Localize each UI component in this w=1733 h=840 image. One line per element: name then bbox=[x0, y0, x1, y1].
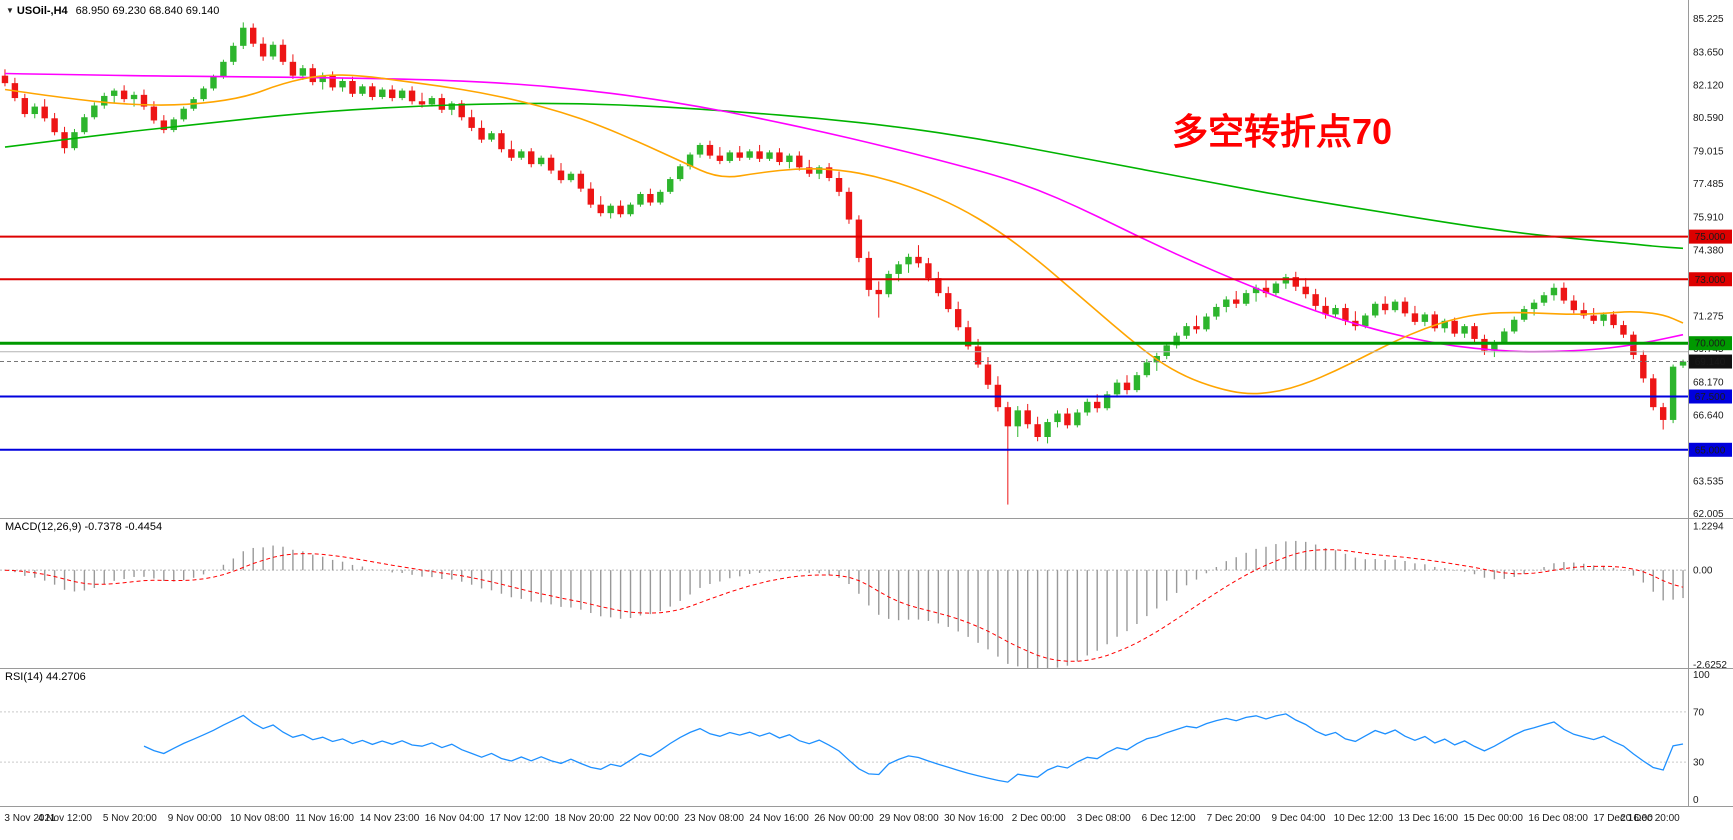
rsi-line bbox=[143, 713, 1684, 783]
svg-text:15 Dec 00:00: 15 Dec 00:00 bbox=[1463, 813, 1523, 824]
svg-text:18 Nov 20:00: 18 Nov 20:00 bbox=[555, 813, 615, 824]
svg-text:80.590: 80.590 bbox=[1693, 113, 1724, 124]
svg-text:14 Nov 23:00: 14 Nov 23:00 bbox=[360, 813, 420, 824]
symbol-ohlc-header: ▼ USOil-,H4 68.950 69.230 68.840 69.140 bbox=[6, 5, 219, 17]
svg-text:70: 70 bbox=[1693, 707, 1705, 718]
svg-text:67.500: 67.500 bbox=[1695, 392, 1726, 403]
svg-text:3 Nov 2021: 3 Nov 2021 bbox=[4, 813, 56, 824]
svg-text:-2.6252: -2.6252 bbox=[1693, 660, 1727, 671]
svg-text:66.640: 66.640 bbox=[1693, 410, 1724, 421]
svg-text:16 Dec 08:00: 16 Dec 08:00 bbox=[1528, 813, 1588, 824]
svg-text:7 Dec 20:00: 7 Dec 20:00 bbox=[1207, 813, 1261, 824]
svg-text:20 Dec 20:00: 20 Dec 20:00 bbox=[1620, 813, 1680, 824]
svg-text:29 Nov 08:00: 29 Nov 08:00 bbox=[879, 813, 939, 824]
svg-text:30: 30 bbox=[1693, 758, 1705, 769]
svg-text:2 Dec 00:00: 2 Dec 00:00 bbox=[1012, 813, 1066, 824]
svg-text:24 Nov 16:00: 24 Nov 16:00 bbox=[749, 813, 809, 824]
svg-text:0.00: 0.00 bbox=[1693, 566, 1713, 577]
svg-text:13 Dec 16:00: 13 Dec 16:00 bbox=[1399, 813, 1459, 824]
svg-text:100: 100 bbox=[1693, 670, 1710, 681]
svg-text:63.535: 63.535 bbox=[1693, 477, 1724, 488]
annotation-text: 多空转折点70 bbox=[1172, 111, 1393, 152]
slow-ma-line bbox=[4, 102, 1684, 250]
svg-text:75.910: 75.910 bbox=[1693, 213, 1724, 224]
svg-text:16 Nov 04:00: 16 Nov 04:00 bbox=[425, 813, 485, 824]
svg-text:85.225: 85.225 bbox=[1693, 14, 1724, 25]
symbol-period-label: USOil-,H4 bbox=[16, 5, 68, 17]
svg-text:68.170: 68.170 bbox=[1693, 378, 1724, 389]
svg-text:62.005: 62.005 bbox=[1693, 509, 1724, 520]
svg-text:83.650: 83.650 bbox=[1693, 48, 1724, 59]
svg-text:69.140: 69.140 bbox=[1695, 357, 1726, 368]
svg-text:1.2294: 1.2294 bbox=[1693, 521, 1724, 532]
symbol-dropdown-arrow-icon[interactable]: ▼ bbox=[6, 6, 14, 15]
current-price-label bbox=[1689, 354, 1732, 369]
svg-text:30 Nov 16:00: 30 Nov 16:00 bbox=[944, 813, 1004, 824]
svg-text:6 Dec 12:00: 6 Dec 12:00 bbox=[1142, 813, 1196, 824]
svg-text:71.275: 71.275 bbox=[1693, 312, 1724, 323]
svg-text:22 Nov 00:00: 22 Nov 00:00 bbox=[619, 813, 679, 824]
svg-text:17 Nov 12:00: 17 Nov 12:00 bbox=[490, 813, 550, 824]
fast-ma-line bbox=[4, 74, 1684, 395]
svg-text:82.120: 82.120 bbox=[1693, 80, 1724, 91]
svg-text:26 Nov 00:00: 26 Nov 00:00 bbox=[814, 813, 874, 824]
candlestick-series bbox=[1, 22, 1687, 505]
rsi-indicator-label: RSI(14) 44.2706 bbox=[5, 671, 86, 683]
svg-text:75.000: 75.000 bbox=[1695, 232, 1726, 243]
svg-text:3 Dec 08:00: 3 Dec 08:00 bbox=[1077, 813, 1131, 824]
medium-ma-line bbox=[4, 72, 1684, 353]
svg-text:0: 0 bbox=[1693, 795, 1699, 806]
svg-text:73.000: 73.000 bbox=[1695, 275, 1726, 286]
svg-text:77.485: 77.485 bbox=[1693, 179, 1724, 190]
ohlc-values: 68.950 69.230 68.840 69.140 bbox=[75, 5, 220, 17]
price-axis[interactable]: 85.225 83.650 82.120 80.590 79.015 77.485 75.9… bbox=[1689, 14, 1732, 520]
svg-text:17 Dec 16:00: 17 Dec 16:00 bbox=[1593, 813, 1653, 824]
horizontal-level-lines bbox=[0, 235, 1688, 451]
svg-text:4 Nov 12:00: 4 Nov 12:00 bbox=[38, 813, 92, 824]
macd-signal-line bbox=[4, 549, 1684, 662]
svg-text:70.000: 70.000 bbox=[1695, 339, 1726, 350]
svg-text:65.000: 65.000 bbox=[1695, 445, 1726, 456]
svg-text:23 Nov 08:00: 23 Nov 08:00 bbox=[684, 813, 744, 824]
svg-text:79.015: 79.015 bbox=[1693, 147, 1724, 158]
svg-text:10 Dec 12:00: 10 Dec 12:00 bbox=[1334, 813, 1394, 824]
svg-text:11 Nov 16:00: 11 Nov 16:00 bbox=[295, 813, 354, 824]
svg-text:9 Nov 00:00: 9 Nov 00:00 bbox=[168, 813, 222, 824]
svg-text:9 Dec 04:00: 9 Dec 04:00 bbox=[1271, 813, 1325, 824]
svg-text:10 Nov 08:00: 10 Nov 08:00 bbox=[230, 813, 290, 824]
macd-indicator-label: MACD(12,26,9) -0.7378 -0.4454 bbox=[5, 521, 163, 533]
svg-text:5 Nov 20:00: 5 Nov 20:00 bbox=[103, 813, 157, 824]
svg-text:74.380: 74.380 bbox=[1693, 245, 1724, 256]
macd-histogram bbox=[14, 540, 1684, 668]
